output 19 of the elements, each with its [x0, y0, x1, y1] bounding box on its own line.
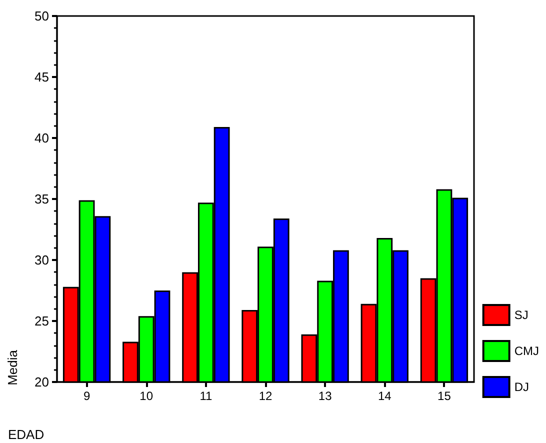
y-tick-label: 35 — [34, 192, 49, 206]
x-tick-label: 12 — [258, 389, 272, 403]
x-tick-label: 15 — [438, 389, 452, 403]
y-axis-title: Media — [5, 349, 20, 386]
legend-label: SJ — [514, 308, 528, 322]
y-tick-label: 40 — [34, 130, 49, 146]
y-tick-label: 50 — [34, 8, 49, 24]
y-tick-label: 20 — [34, 374, 49, 390]
x-axis-title: EDAD — [8, 427, 44, 442]
y-tick-label: 25 — [34, 314, 49, 328]
x-tick-label: 14 — [378, 389, 392, 403]
legend-label: CMJ — [514, 344, 540, 358]
x-tick-label: 13 — [318, 389, 332, 403]
y-tick-label: 45 — [34, 70, 49, 84]
x-tick-label: 10 — [140, 389, 154, 403]
x-tick-label: 9 — [83, 389, 90, 403]
x-tick-label: 11 — [200, 389, 212, 403]
y-tick-label: 30 — [34, 252, 49, 268]
legend-label: DJ — [514, 380, 530, 394]
